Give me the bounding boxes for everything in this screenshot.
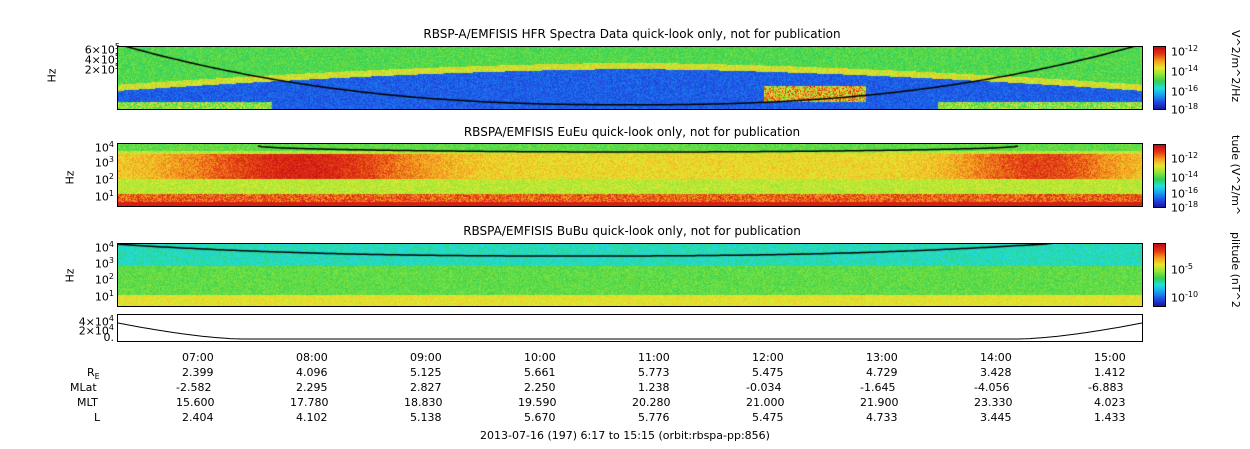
panel4-ytick: 0.: [103, 331, 115, 344]
ephem-value: 5.670: [524, 411, 556, 424]
panel2-ytick: 103: [94, 155, 114, 170]
panel3-ytick: 101: [94, 289, 114, 304]
panel3-spectrogram: [117, 243, 1143, 307]
ephem-value: 21.900: [860, 396, 899, 409]
panel4-line: [118, 322, 1142, 340]
ephem-value: 5.475: [752, 411, 784, 424]
panel2-title: RBSPA/EMFISIS EuEu quick-look only, not …: [463, 125, 801, 139]
ephem-value: 20.280: [632, 396, 671, 409]
panel1-cbar-tick: 10-18: [1171, 102, 1199, 117]
panel4-ytick: 4×104: [78, 314, 114, 329]
ephem-value: 4.023: [1094, 396, 1126, 409]
x-tick-label: 08:00: [296, 351, 328, 364]
ephem-value: 4.729: [866, 366, 898, 379]
footer-time-range: 2013-07-16 (197) 6:17 to 15:15 (orbit:rb…: [480, 429, 770, 442]
panel1-cbar-tick: 10-16: [1171, 84, 1199, 99]
ephem-value: 2.827: [410, 381, 442, 394]
panel2-spectrogram: [117, 143, 1143, 207]
ephem-value: 1.433: [1094, 411, 1126, 424]
ephem-value: 2.399: [182, 366, 214, 379]
panel3-canvas: [118, 244, 1142, 306]
ephem-label: L: [94, 411, 101, 424]
panel1-cbar-label: V^2/m^2/Hz: [1229, 30, 1242, 103]
panel1-colorbar: [1153, 46, 1166, 110]
panel2-ylabel: Hz: [63, 170, 77, 185]
panel4-lineplot: [117, 314, 1143, 342]
panel2-cbar-tick: 10-18: [1171, 200, 1199, 215]
x-tick-label: 07:00: [182, 351, 214, 364]
ephem-label: RE: [87, 366, 100, 382]
panel4-svg: [118, 322, 1142, 340]
panel3-title: RBSPA/EMFISIS BuBu quick-look only, not …: [463, 224, 801, 238]
ephem-value: 15.600: [176, 396, 215, 409]
panel3-ytick: 104: [94, 240, 114, 255]
ephem-row-re: RE 2.399 4.096 5.125 5.661 5.773 5.475 4…: [0, 366, 1250, 381]
x-axis: 07:00 08:00 09:00 10:00 11:00 12:00 13:0…: [0, 351, 1250, 367]
panel3-cbar-tick: 10-5: [1171, 262, 1193, 277]
x-tick-label: 12:00: [752, 351, 784, 364]
ephem-value: 17.780: [290, 396, 329, 409]
ephem-row-l: L 2.404 4.102 5.138 5.670 5.776 5.475 4.…: [0, 411, 1250, 426]
x-tick-label: 15:00: [1094, 351, 1126, 364]
panel3-ytick: 102: [94, 272, 114, 287]
ephem-value: 23.330: [974, 396, 1013, 409]
panel2-ytick: 104: [94, 140, 114, 155]
panel1-title: RBSP-A/EMFISIS HFR Spectra Data quick-lo…: [423, 27, 841, 41]
ephem-value: 5.138: [410, 411, 442, 424]
panel1-ytick: 2×105: [84, 62, 120, 77]
panel3-colorbar: [1153, 243, 1166, 307]
panel3-ylabel: Hz: [63, 268, 77, 283]
panel3-cbar-tick: 10-10: [1171, 290, 1199, 305]
panel2-cbar-tick: 10-16: [1171, 186, 1199, 201]
ephem-value: 5.776: [638, 411, 670, 424]
panel2-ytick: 102: [94, 172, 114, 187]
x-tick-label: 14:00: [980, 351, 1012, 364]
ephem-value: 5.773: [638, 366, 670, 379]
panel1-cbar-tick: 10-12: [1171, 44, 1199, 59]
x-tick-label: 09:00: [410, 351, 442, 364]
ephem-value: 3.445: [980, 411, 1012, 424]
ephem-value: 5.125: [410, 366, 442, 379]
panel2-ytick: 101: [94, 189, 114, 204]
panel2-cbar-tick: 10-12: [1171, 151, 1199, 166]
ephem-value: 2.295: [296, 381, 328, 394]
ephem-row-mlt: MLT 15.600 17.780 18.830 19.590 20.280 2…: [0, 396, 1250, 411]
ephem-value: -4.056: [974, 381, 1010, 394]
panel1-canvas: [118, 47, 1142, 109]
ephem-value: 5.475: [752, 366, 784, 379]
ephem-value: -2.582: [176, 381, 212, 394]
ephem-value: 18.830: [404, 396, 443, 409]
ephem-value: 4.096: [296, 366, 328, 379]
ephem-value: 4.102: [296, 411, 328, 424]
ephem-row-mlat: MLat -2.582 2.295 2.827 2.250 1.238 -0.0…: [0, 381, 1250, 396]
x-tick-label: 11:00: [638, 351, 670, 364]
ephem-value: 3.428: [980, 366, 1012, 379]
panel3-cbar-label: plitude (nT^2: [1229, 232, 1242, 308]
ephem-value: 5.661: [524, 366, 556, 379]
ephem-value: 4.733: [866, 411, 898, 424]
panel4-ytick: 2×104: [78, 323, 114, 338]
ephem-value: 1.238: [638, 381, 670, 394]
ephem-value: 1.412: [1094, 366, 1126, 379]
panel2-cbar-label: tude (V^2/m^: [1229, 135, 1242, 216]
ephem-label: MLat: [70, 381, 97, 394]
ephem-value: 21.000: [746, 396, 785, 409]
x-tick-label: 10:00: [524, 351, 556, 364]
panel1-ylabel: Hz: [45, 68, 59, 83]
ephem-value: -0.034: [746, 381, 782, 394]
panel1-cbar-tick: 10-14: [1171, 64, 1199, 79]
panel2-colorbar: [1153, 144, 1166, 208]
ephem-value: -6.883: [1088, 381, 1124, 394]
panel3-ytick: 103: [94, 256, 114, 271]
panel2-cbar-tick: 10-14: [1171, 170, 1199, 185]
ephem-value: 19.590: [518, 396, 557, 409]
ephem-value: 2.250: [524, 381, 556, 394]
panel1-spectrogram: [117, 46, 1143, 110]
x-tick-label: 13:00: [866, 351, 898, 364]
panel2-canvas: [118, 144, 1142, 206]
ephem-value: 2.404: [182, 411, 214, 424]
ephem-value: -1.645: [860, 381, 896, 394]
ephem-label: MLT: [77, 396, 98, 409]
